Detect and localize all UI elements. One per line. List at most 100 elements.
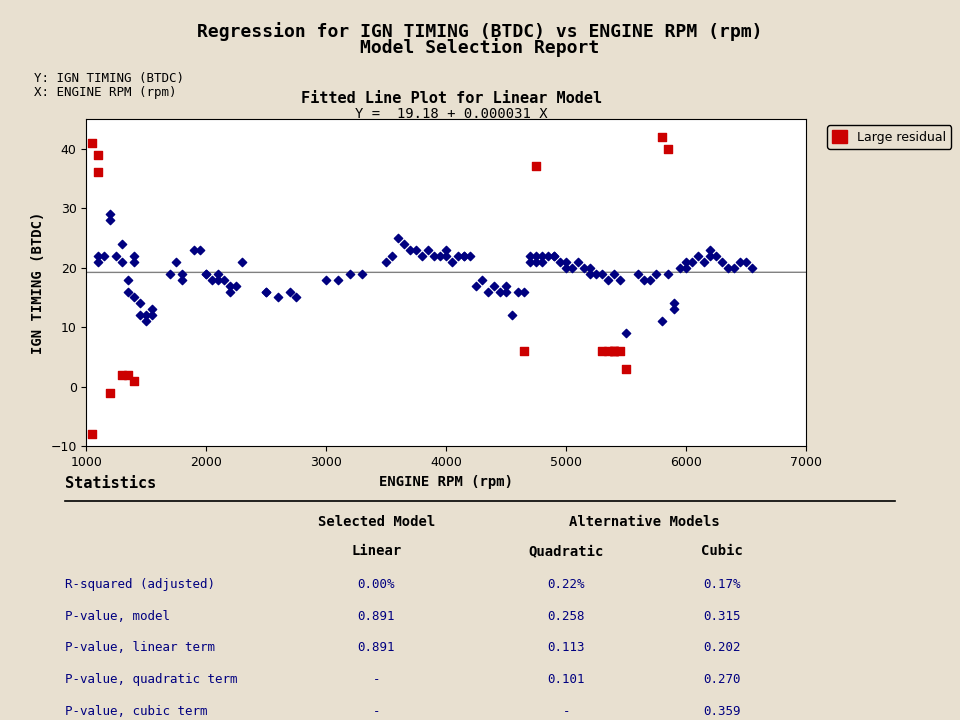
Point: [499, 286, 515, 297]
Point: [666, 297, 682, 309]
Point: [132, 297, 148, 309]
Point: [228, 280, 244, 292]
Point: [145, 304, 160, 315]
Text: -: -: [372, 705, 380, 718]
Point: [660, 143, 676, 154]
Point: [745, 262, 760, 274]
Point: [697, 256, 712, 268]
Point: [559, 256, 574, 268]
Point: [433, 250, 448, 261]
Point: [553, 256, 568, 268]
Point: [193, 244, 208, 256]
Point: [223, 286, 238, 297]
Text: Selected Model: Selected Model: [318, 515, 435, 529]
Point: [127, 250, 142, 261]
Text: X: ENGINE RPM (rpm): X: ENGINE RPM (rpm): [34, 86, 176, 99]
Point: [210, 274, 227, 285]
Point: [679, 256, 694, 268]
Point: [463, 250, 478, 261]
Point: [618, 328, 634, 339]
Point: [703, 244, 718, 256]
Point: [103, 387, 118, 399]
Point: [505, 310, 520, 321]
Point: [84, 137, 100, 148]
Point: [684, 256, 700, 268]
Text: Y: IGN TIMING (BTDC): Y: IGN TIMING (BTDC): [34, 72, 183, 85]
Text: 0.258: 0.258: [547, 610, 586, 623]
Point: [607, 346, 622, 357]
Point: [559, 262, 574, 274]
Point: [115, 256, 131, 268]
Point: [703, 250, 718, 261]
Text: 0.17%: 0.17%: [703, 577, 741, 590]
Text: Fitted Line Plot for Linear Model: Fitted Line Plot for Linear Model: [300, 91, 602, 107]
Point: [457, 250, 472, 261]
Point: [121, 286, 136, 297]
Point: [162, 268, 178, 279]
Point: [90, 166, 106, 178]
Point: [547, 250, 563, 261]
Point: [529, 256, 544, 268]
Point: [127, 292, 142, 303]
Point: [487, 280, 502, 292]
Point: [588, 268, 604, 279]
Point: [108, 250, 124, 261]
Point: [583, 262, 598, 274]
Point: [204, 274, 220, 285]
Point: [535, 250, 550, 261]
Point: [636, 274, 652, 285]
Point: [319, 274, 334, 285]
Point: [121, 369, 136, 381]
Point: [607, 268, 622, 279]
Point: [330, 274, 346, 285]
Point: [655, 315, 670, 327]
Text: 0.359: 0.359: [703, 705, 741, 718]
Point: [391, 232, 406, 243]
Text: Linear: Linear: [351, 544, 401, 558]
Point: [90, 149, 106, 161]
Point: [655, 131, 670, 143]
Point: [127, 375, 142, 387]
Point: [618, 363, 634, 374]
Point: [612, 346, 628, 357]
Point: [138, 310, 154, 321]
Point: [426, 250, 442, 261]
Point: [415, 250, 430, 261]
X-axis label: ENGINE RPM (rpm): ENGINE RPM (rpm): [379, 474, 514, 489]
Point: [522, 256, 538, 268]
Point: [708, 250, 724, 261]
Point: [378, 256, 394, 268]
Point: [570, 256, 586, 268]
Point: [132, 310, 148, 321]
Point: [564, 262, 580, 274]
Point: [660, 268, 676, 279]
Text: Regression for IGN TIMING (BTDC) vs ENGINE RPM (rpm): Regression for IGN TIMING (BTDC) vs ENGI…: [197, 22, 763, 40]
Point: [271, 292, 286, 303]
Point: [643, 274, 659, 285]
Point: [732, 256, 748, 268]
Point: [444, 256, 460, 268]
Point: [474, 274, 490, 285]
Point: [631, 268, 646, 279]
Text: 0.315: 0.315: [703, 610, 741, 623]
Text: 0.101: 0.101: [547, 673, 586, 686]
Point: [679, 262, 694, 274]
Point: [409, 244, 424, 256]
Point: [492, 286, 508, 297]
Point: [90, 250, 106, 261]
Text: P-value, cubic term: P-value, cubic term: [65, 705, 207, 718]
Point: [529, 250, 544, 261]
Point: [690, 250, 706, 261]
Point: [601, 274, 616, 285]
Point: [607, 346, 622, 357]
Point: [583, 268, 598, 279]
Point: [499, 280, 515, 292]
Text: 0.891: 0.891: [357, 642, 396, 654]
Point: [420, 244, 436, 256]
Point: [396, 238, 412, 250]
Point: [97, 250, 112, 261]
Text: Cubic: Cubic: [701, 544, 743, 558]
Text: P-value, linear term: P-value, linear term: [65, 642, 215, 654]
Point: [90, 256, 106, 268]
Point: [115, 238, 131, 250]
